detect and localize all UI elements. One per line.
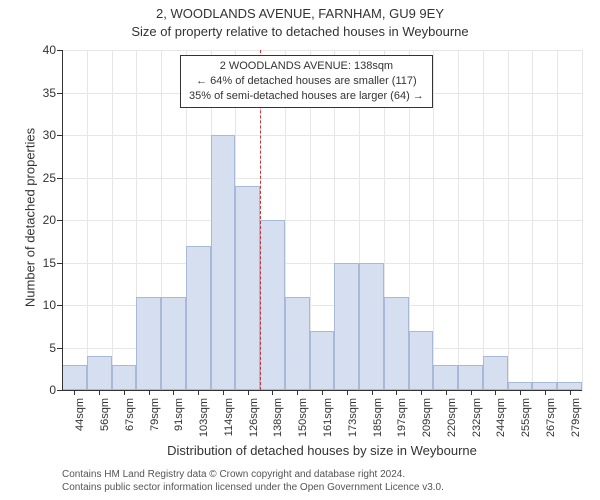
- x-tick-label: 114sqm: [223, 398, 235, 458]
- y-tick-label: 0: [16, 383, 56, 397]
- x-tick-label: 126sqm: [248, 398, 260, 458]
- gridline-h: [62, 263, 582, 264]
- info-line-1: 2 WOODLANDS AVENUE: 138sqm: [189, 59, 424, 74]
- x-tick-mark: [347, 390, 348, 395]
- y-tick-mark: [57, 178, 62, 179]
- x-tick-label: 267sqm: [545, 398, 557, 458]
- gridline-h: [62, 178, 582, 179]
- y-tick-label: 30: [16, 128, 56, 142]
- x-tick-mark: [248, 390, 249, 395]
- y-tick-mark: [57, 348, 62, 349]
- x-tick-label: 103sqm: [198, 398, 210, 458]
- histogram-bar: [557, 382, 582, 391]
- histogram-bar: [483, 356, 508, 390]
- x-tick-mark: [74, 390, 75, 395]
- x-tick-mark: [520, 390, 521, 395]
- x-tick-label: 220sqm: [446, 398, 458, 458]
- info-box: 2 WOODLANDS AVENUE: 138sqm ← 64% of deta…: [180, 55, 433, 108]
- x-tick-label: 244sqm: [495, 398, 507, 458]
- y-axis-line: [62, 50, 63, 390]
- x-tick-mark: [272, 390, 273, 395]
- x-tick-mark: [223, 390, 224, 395]
- histogram-bar: [409, 331, 434, 391]
- x-tick-mark: [421, 390, 422, 395]
- histogram-bar: [359, 263, 384, 391]
- x-tick-label: 185sqm: [372, 398, 384, 458]
- y-tick-mark: [57, 390, 62, 391]
- x-tick-mark: [198, 390, 199, 395]
- x-tick-mark: [149, 390, 150, 395]
- histogram-bar: [508, 382, 533, 391]
- x-tick-mark: [570, 390, 571, 395]
- histogram-bar: [211, 135, 236, 390]
- histogram-bar: [136, 297, 161, 391]
- y-tick-mark: [57, 220, 62, 221]
- histogram-bar: [161, 297, 186, 391]
- title-line-2: Size of property relative to detached ho…: [0, 24, 600, 39]
- footer-line-1: Contains HM Land Registry data © Crown c…: [62, 468, 582, 481]
- x-tick-mark: [99, 390, 100, 395]
- x-tick-mark: [372, 390, 373, 395]
- y-tick-mark: [57, 50, 62, 51]
- histogram-bar: [334, 263, 359, 391]
- x-tick-label: 173sqm: [347, 398, 359, 458]
- y-tick-label: 35: [16, 86, 56, 100]
- histogram-bar: [260, 220, 285, 390]
- x-tick-label: 161sqm: [322, 398, 334, 458]
- histogram-bar: [186, 246, 211, 391]
- histogram-bar: [310, 331, 335, 391]
- gridline-h: [62, 135, 582, 136]
- title-line-1: 2, WOODLANDS AVENUE, FARNHAM, GU9 9EY: [0, 6, 600, 21]
- y-tick-label: 5: [16, 341, 56, 355]
- histogram-bar: [235, 186, 260, 390]
- x-tick-mark: [396, 390, 397, 395]
- x-tick-label: 197sqm: [396, 398, 408, 458]
- y-tick-label: 20: [16, 213, 56, 227]
- x-tick-mark: [297, 390, 298, 395]
- y-tick-label: 10: [16, 298, 56, 312]
- histogram-bar: [62, 365, 87, 391]
- gridline-v: [582, 50, 583, 390]
- histogram-bar: [458, 365, 483, 391]
- x-tick-label: 91sqm: [173, 398, 185, 458]
- x-tick-mark: [173, 390, 174, 395]
- x-tick-label: 56sqm: [99, 398, 111, 458]
- y-tick-mark: [57, 305, 62, 306]
- x-tick-mark: [322, 390, 323, 395]
- x-tick-mark: [495, 390, 496, 395]
- gridline-h: [62, 220, 582, 221]
- histogram-bar: [87, 356, 112, 390]
- x-tick-label: 255sqm: [520, 398, 532, 458]
- histogram-bar: [285, 297, 310, 391]
- x-tick-mark: [545, 390, 546, 395]
- footer-line-2: Contains public sector information licen…: [62, 481, 582, 494]
- x-tick-label: 44sqm: [74, 398, 86, 458]
- histogram-bar: [384, 297, 409, 391]
- x-tick-label: 209sqm: [421, 398, 433, 458]
- y-tick-label: 40: [16, 43, 56, 57]
- info-line-3: 35% of semi-detached houses are larger (…: [189, 89, 424, 104]
- x-tick-mark: [446, 390, 447, 395]
- y-tick-mark: [57, 93, 62, 94]
- x-tick-label: 79sqm: [149, 398, 161, 458]
- histogram-bar: [112, 365, 137, 391]
- info-line-2: ← 64% of detached houses are smaller (11…: [189, 74, 424, 89]
- x-tick-label: 279sqm: [570, 398, 582, 458]
- x-tick-label: 138sqm: [272, 398, 284, 458]
- x-tick-label: 232sqm: [471, 398, 483, 458]
- y-tick-mark: [57, 263, 62, 264]
- y-tick-label: 25: [16, 171, 56, 185]
- y-tick-mark: [57, 135, 62, 136]
- chart-container: 2, WOODLANDS AVENUE, FARNHAM, GU9 9EY Si…: [0, 0, 600, 500]
- histogram-bar: [532, 382, 557, 391]
- x-tick-mark: [471, 390, 472, 395]
- x-tick-label: 67sqm: [124, 398, 136, 458]
- x-tick-mark: [124, 390, 125, 395]
- y-tick-label: 15: [16, 256, 56, 270]
- histogram-bar: [433, 365, 458, 391]
- gridline-h: [62, 50, 582, 51]
- x-tick-label: 150sqm: [297, 398, 309, 458]
